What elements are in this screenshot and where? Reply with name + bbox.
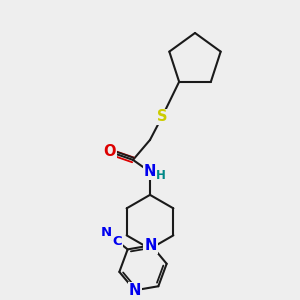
Text: N: N bbox=[128, 283, 141, 298]
Text: N: N bbox=[101, 226, 112, 239]
Text: N: N bbox=[145, 238, 158, 253]
Text: N: N bbox=[144, 241, 156, 256]
Text: N: N bbox=[144, 164, 156, 179]
Text: H: H bbox=[156, 169, 166, 182]
Text: S: S bbox=[157, 110, 167, 124]
Text: C: C bbox=[113, 235, 122, 248]
Text: O: O bbox=[104, 144, 116, 159]
